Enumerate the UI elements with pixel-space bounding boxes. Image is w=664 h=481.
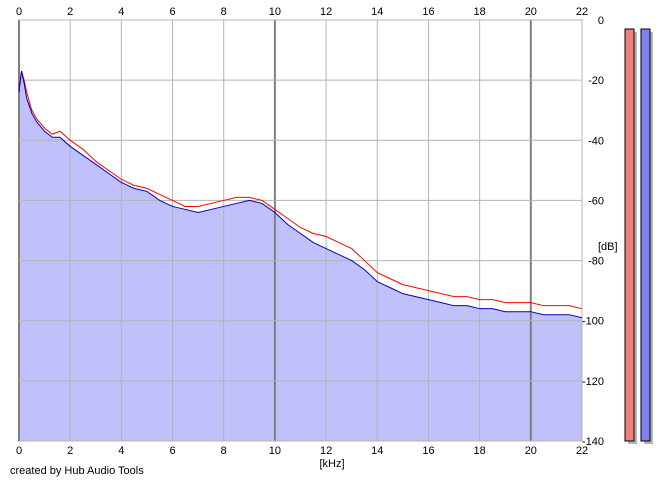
x-tick-label-top: 0 [16, 6, 22, 18]
y-tick-label: -100 [582, 316, 604, 328]
footer-credit: created by Hub Audio Tools [10, 465, 144, 477]
y-tick-label: 0 [598, 15, 604, 27]
level-meter-bar [640, 28, 651, 442]
x-tick-label-top: 6 [169, 6, 175, 18]
x-tick-label-bottom: 20 [525, 445, 537, 457]
x-tick-label-top: 16 [422, 6, 434, 18]
x-tick-label-top: 4 [118, 6, 124, 18]
y-tick-label: -20 [588, 75, 604, 87]
x-tick-label-bottom: 10 [269, 445, 281, 457]
y-tick-label: -60 [588, 195, 604, 207]
grid-lines [18, 19, 583, 442]
x-tick-label-bottom: 4 [118, 445, 124, 457]
plot-area [18, 19, 583, 442]
x-tick-label-top: 22 [576, 6, 588, 18]
y-tick-labels: 0 -20 -40 -60 -80 -100 -120 -140 [582, 15, 604, 448]
x-tick-label-top: 8 [221, 6, 227, 18]
x-tick-label-top: 10 [269, 6, 281, 18]
x-tick-label-bottom: 8 [221, 445, 227, 457]
x-tick-label-bottom: 2 [67, 445, 73, 457]
level-meters [624, 28, 653, 445]
series-line-blue [18, 71, 583, 319]
x-tick-label-top: 12 [320, 6, 332, 18]
y-axis-label: [dB] [598, 241, 618, 253]
x-tick-label-bottom: 22 [576, 445, 588, 457]
y-tick-label: -40 [588, 135, 604, 147]
x-tick-label-bottom: 14 [371, 445, 383, 457]
x-tick-label-top: 2 [67, 6, 73, 18]
y-tick-label: -80 [588, 256, 604, 268]
y-tick-label: -140 [582, 436, 604, 448]
series-line-red [18, 70, 583, 310]
spectrum-fill-area [19, 71, 582, 441]
x-tick-label-bottom: 18 [474, 445, 486, 457]
series-lines [18, 70, 583, 319]
y-tick-label: -120 [582, 376, 604, 388]
x-tick-label-bottom: 16 [422, 445, 434, 457]
x-tick-label-bottom: 6 [169, 445, 175, 457]
x-tick-label-top: 20 [525, 6, 537, 18]
x-tick-labels-bottom: 0 2 4 6 8 10 12 14 16 18 20 22 [16, 445, 588, 457]
x-tick-label-bottom: 12 [320, 445, 332, 457]
x-tick-label-top: 14 [371, 6, 383, 18]
x-tick-labels-top: 0 2 4 6 8 10 12 14 16 18 20 22 [16, 6, 588, 18]
x-axis-label: [kHz] [319, 458, 344, 470]
x-tick-label-top: 18 [474, 6, 486, 18]
level-meter-bar [624, 28, 635, 442]
x-tick-label-bottom: 0 [16, 445, 22, 457]
